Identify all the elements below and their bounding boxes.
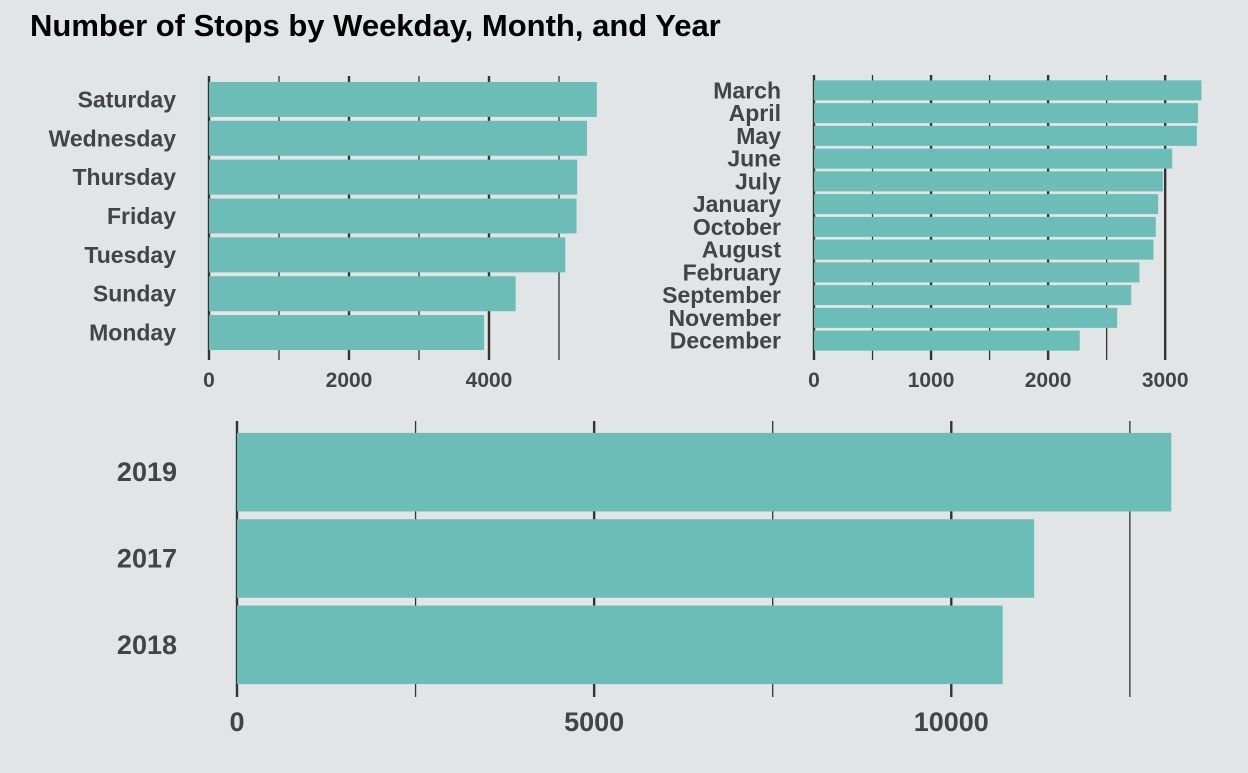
bar: [814, 80, 1202, 101]
chart-panel-1: Saturday Wednesday Thursday Friday Tuesday Su…: [49, 76, 597, 392]
category-label: Wednesday: [49, 125, 177, 151]
tick-label: 1000: [908, 369, 955, 392]
category-label: 2018: [117, 630, 177, 660]
category-label: February: [683, 259, 782, 285]
bar: [209, 198, 577, 234]
category-label: 2017: [117, 544, 177, 574]
bar: [237, 519, 1035, 598]
category-label: Sunday: [93, 281, 176, 307]
bar: [814, 216, 1156, 237]
bar: [814, 307, 1118, 328]
bar: [209, 120, 587, 156]
bar: [814, 125, 1197, 146]
bar: [814, 262, 1140, 283]
chart-title: Number of Stops by Weekday, Month, and Y…: [30, 8, 721, 43]
bar: [209, 315, 485, 351]
category-label: May: [736, 123, 781, 149]
bar: [209, 81, 597, 117]
category-label: April: [729, 100, 781, 126]
tick-label: 4000: [466, 369, 513, 392]
category-label: Friday: [107, 203, 176, 229]
tick-label: 0: [808, 369, 820, 392]
tick-label: 0: [229, 707, 244, 737]
category-label: 2019: [117, 457, 177, 487]
category-label: September: [662, 282, 781, 308]
category-label: October: [693, 214, 781, 240]
category-label: November: [669, 305, 782, 331]
bar: [814, 148, 1173, 169]
category-label: June: [727, 146, 781, 172]
bar: [237, 432, 1172, 512]
chart-panel-3: 2019 2017 2018 0 5000 10000: [117, 421, 1172, 737]
category-label: December: [670, 328, 781, 354]
chart-panel-2: MarchAprilMayJuneJulyJanuaryOctoberAugus…: [662, 75, 1202, 392]
category-label: July: [735, 168, 781, 194]
category-label: January: [693, 191, 781, 217]
bar: [814, 103, 1198, 124]
bar: [209, 237, 566, 273]
tick-label: 2000: [326, 369, 373, 392]
category-label: Monday: [89, 320, 176, 346]
bar: [814, 330, 1080, 351]
tick-label: 0: [203, 369, 215, 392]
bar: [209, 276, 516, 312]
category-label: August: [702, 237, 782, 263]
tick-label: 10000: [914, 707, 989, 737]
tick-label: 2000: [1025, 369, 1072, 392]
bar: [814, 285, 1132, 306]
bar: [814, 239, 1154, 260]
category-label: Thursday: [72, 164, 176, 190]
category-label: Tuesday: [84, 242, 176, 268]
tick-label: 5000: [564, 707, 624, 737]
bar: [209, 159, 578, 195]
tick-label: 3000: [1142, 369, 1189, 392]
category-label: Saturday: [78, 86, 177, 112]
bar: [237, 605, 1003, 685]
bar: [814, 194, 1159, 215]
bar: [814, 171, 1163, 192]
category-label: March: [713, 77, 781, 103]
